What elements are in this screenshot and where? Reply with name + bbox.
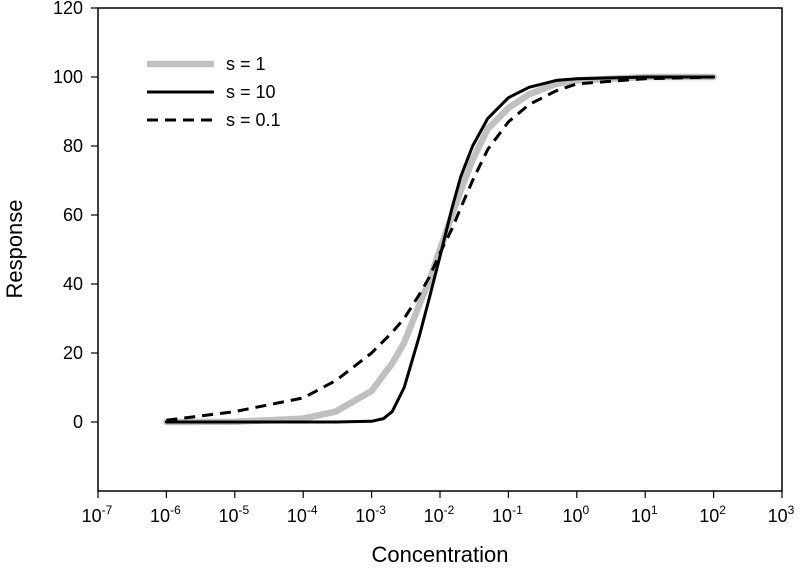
x-tick-label: 10-7 <box>82 503 113 526</box>
series-layer <box>163 73 717 426</box>
y-tick-label: 100 <box>53 67 83 87</box>
legend-label: s = 0.1 <box>226 110 281 130</box>
x-tick-label: 103 <box>768 503 795 526</box>
y-tick-label: 80 <box>63 136 83 156</box>
x-tick-label: 10-2 <box>424 503 455 526</box>
axes-layer: 10-7 10-6 10-5 10-4 10-3 10-2 10-1 100 101 102 103… <box>53 0 795 526</box>
x-tick-label: 100 <box>562 503 589 526</box>
x-tick-label: 10-6 <box>150 503 181 526</box>
legend-label: s = 10 <box>226 82 276 102</box>
x-tick-label: 10-5 <box>218 503 249 526</box>
series-line <box>164 75 716 424</box>
y-axis-title: Response <box>2 199 27 298</box>
y-tick-label: 0 <box>73 412 83 432</box>
x-axis-title: Concentration <box>372 542 509 567</box>
x-tick-label: 101 <box>631 503 658 526</box>
x-tick-label: 10-4 <box>287 503 318 526</box>
x-tick-label: 102 <box>699 503 726 526</box>
y-tick-label: 20 <box>63 343 83 363</box>
legend: s = 1 s = 10 s = 0.1 <box>147 54 281 130</box>
series-line <box>166 75 714 422</box>
y-tick-label: 120 <box>53 0 83 18</box>
x-tick-label: 10-1 <box>492 503 523 526</box>
x-tick-label: 10-3 <box>355 503 386 526</box>
y-tick-label: 60 <box>63 205 83 225</box>
y-tick-label: 40 <box>63 274 83 294</box>
legend-label: s = 1 <box>226 54 266 74</box>
